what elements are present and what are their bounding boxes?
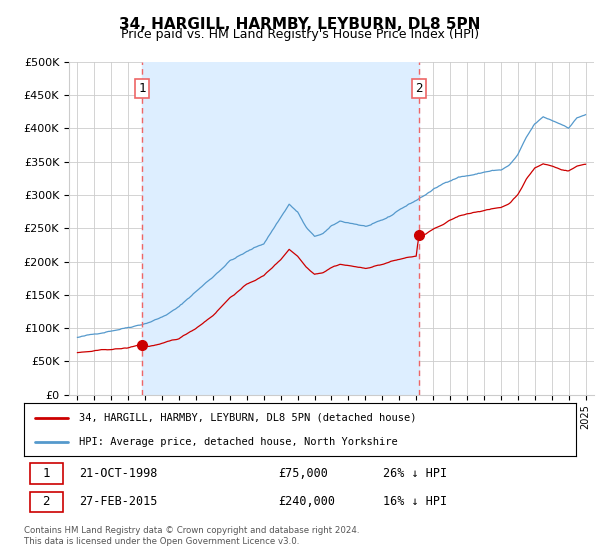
Text: 34, HARGILL, HARMBY, LEYBURN, DL8 5PN: 34, HARGILL, HARMBY, LEYBURN, DL8 5PN — [119, 17, 481, 32]
Text: 2: 2 — [43, 496, 50, 508]
Text: 2: 2 — [415, 82, 422, 95]
Text: 1: 1 — [43, 467, 50, 480]
Text: Price paid vs. HM Land Registry's House Price Index (HPI): Price paid vs. HM Land Registry's House … — [121, 28, 479, 41]
Text: 27-FEB-2015: 27-FEB-2015 — [79, 496, 158, 508]
Bar — [142, 62, 419, 395]
FancyBboxPatch shape — [29, 463, 62, 484]
Text: 26% ↓ HPI: 26% ↓ HPI — [383, 467, 447, 480]
Text: 16% ↓ HPI: 16% ↓ HPI — [383, 496, 447, 508]
Text: 1: 1 — [138, 82, 146, 95]
Text: 34, HARGILL, HARMBY, LEYBURN, DL8 5PN (detached house): 34, HARGILL, HARMBY, LEYBURN, DL8 5PN (d… — [79, 413, 416, 423]
Text: £75,000: £75,000 — [278, 467, 328, 480]
Text: 21-OCT-1998: 21-OCT-1998 — [79, 467, 158, 480]
Text: £240,000: £240,000 — [278, 496, 335, 508]
FancyBboxPatch shape — [29, 492, 62, 512]
Text: Contains HM Land Registry data © Crown copyright and database right 2024.
This d: Contains HM Land Registry data © Crown c… — [24, 526, 359, 546]
Text: HPI: Average price, detached house, North Yorkshire: HPI: Average price, detached house, Nort… — [79, 437, 398, 447]
